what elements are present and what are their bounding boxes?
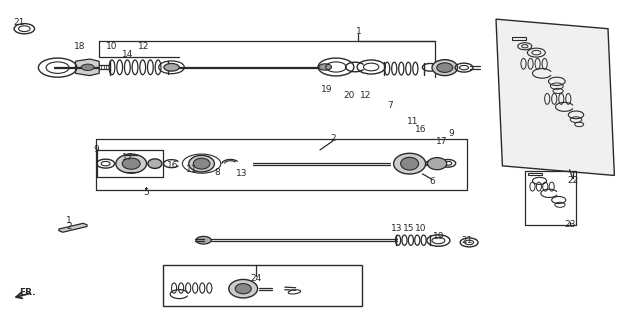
Circle shape bbox=[319, 64, 332, 70]
Text: FR.: FR. bbox=[19, 288, 35, 297]
Polygon shape bbox=[76, 59, 99, 76]
Text: 13: 13 bbox=[236, 169, 248, 178]
Ellipse shape bbox=[436, 63, 453, 72]
Text: 23: 23 bbox=[564, 220, 575, 229]
Text: 12: 12 bbox=[138, 42, 150, 51]
Text: 10: 10 bbox=[415, 224, 427, 233]
Text: 13: 13 bbox=[391, 224, 403, 233]
Ellipse shape bbox=[428, 158, 447, 170]
Text: 17: 17 bbox=[436, 137, 447, 146]
Text: 16: 16 bbox=[415, 125, 427, 134]
Bar bbox=[512, 37, 526, 40]
Text: 21: 21 bbox=[461, 236, 473, 245]
Bar bbox=[528, 173, 542, 175]
Circle shape bbox=[196, 236, 211, 244]
Text: 2: 2 bbox=[330, 134, 335, 143]
Text: 2: 2 bbox=[67, 222, 72, 231]
Text: 5: 5 bbox=[143, 189, 148, 197]
Text: 1: 1 bbox=[67, 216, 72, 225]
Ellipse shape bbox=[122, 158, 140, 169]
Text: 16: 16 bbox=[167, 161, 179, 170]
Text: 20: 20 bbox=[343, 91, 355, 100]
Text: 9: 9 bbox=[93, 145, 99, 154]
Ellipse shape bbox=[236, 284, 252, 294]
Text: 21: 21 bbox=[13, 18, 25, 27]
Text: 22: 22 bbox=[567, 176, 579, 185]
Bar bbox=[163, 265, 362, 306]
Polygon shape bbox=[496, 19, 614, 175]
Text: 7: 7 bbox=[388, 101, 393, 110]
Text: 12: 12 bbox=[360, 91, 372, 100]
Ellipse shape bbox=[193, 158, 210, 169]
Text: 9: 9 bbox=[449, 130, 454, 138]
Text: 8: 8 bbox=[215, 168, 220, 177]
Text: 14: 14 bbox=[122, 50, 134, 59]
Text: 10: 10 bbox=[106, 42, 118, 51]
Ellipse shape bbox=[116, 154, 147, 173]
Text: 24: 24 bbox=[250, 274, 262, 283]
Polygon shape bbox=[59, 223, 87, 232]
Ellipse shape bbox=[432, 60, 458, 76]
Ellipse shape bbox=[394, 153, 426, 174]
Ellipse shape bbox=[229, 279, 257, 298]
Ellipse shape bbox=[401, 157, 419, 170]
Text: 19: 19 bbox=[321, 85, 332, 94]
Text: 11: 11 bbox=[407, 117, 419, 126]
Text: 15: 15 bbox=[403, 224, 414, 233]
Ellipse shape bbox=[189, 155, 214, 172]
Text: 18: 18 bbox=[74, 42, 86, 51]
Text: 19: 19 bbox=[433, 232, 445, 241]
Circle shape bbox=[81, 64, 94, 70]
Ellipse shape bbox=[148, 159, 162, 168]
Text: 11: 11 bbox=[186, 165, 198, 174]
Text: 1: 1 bbox=[356, 27, 361, 36]
Text: 17: 17 bbox=[122, 153, 134, 162]
Text: 6: 6 bbox=[429, 177, 435, 186]
Circle shape bbox=[164, 63, 179, 71]
Circle shape bbox=[426, 161, 436, 166]
